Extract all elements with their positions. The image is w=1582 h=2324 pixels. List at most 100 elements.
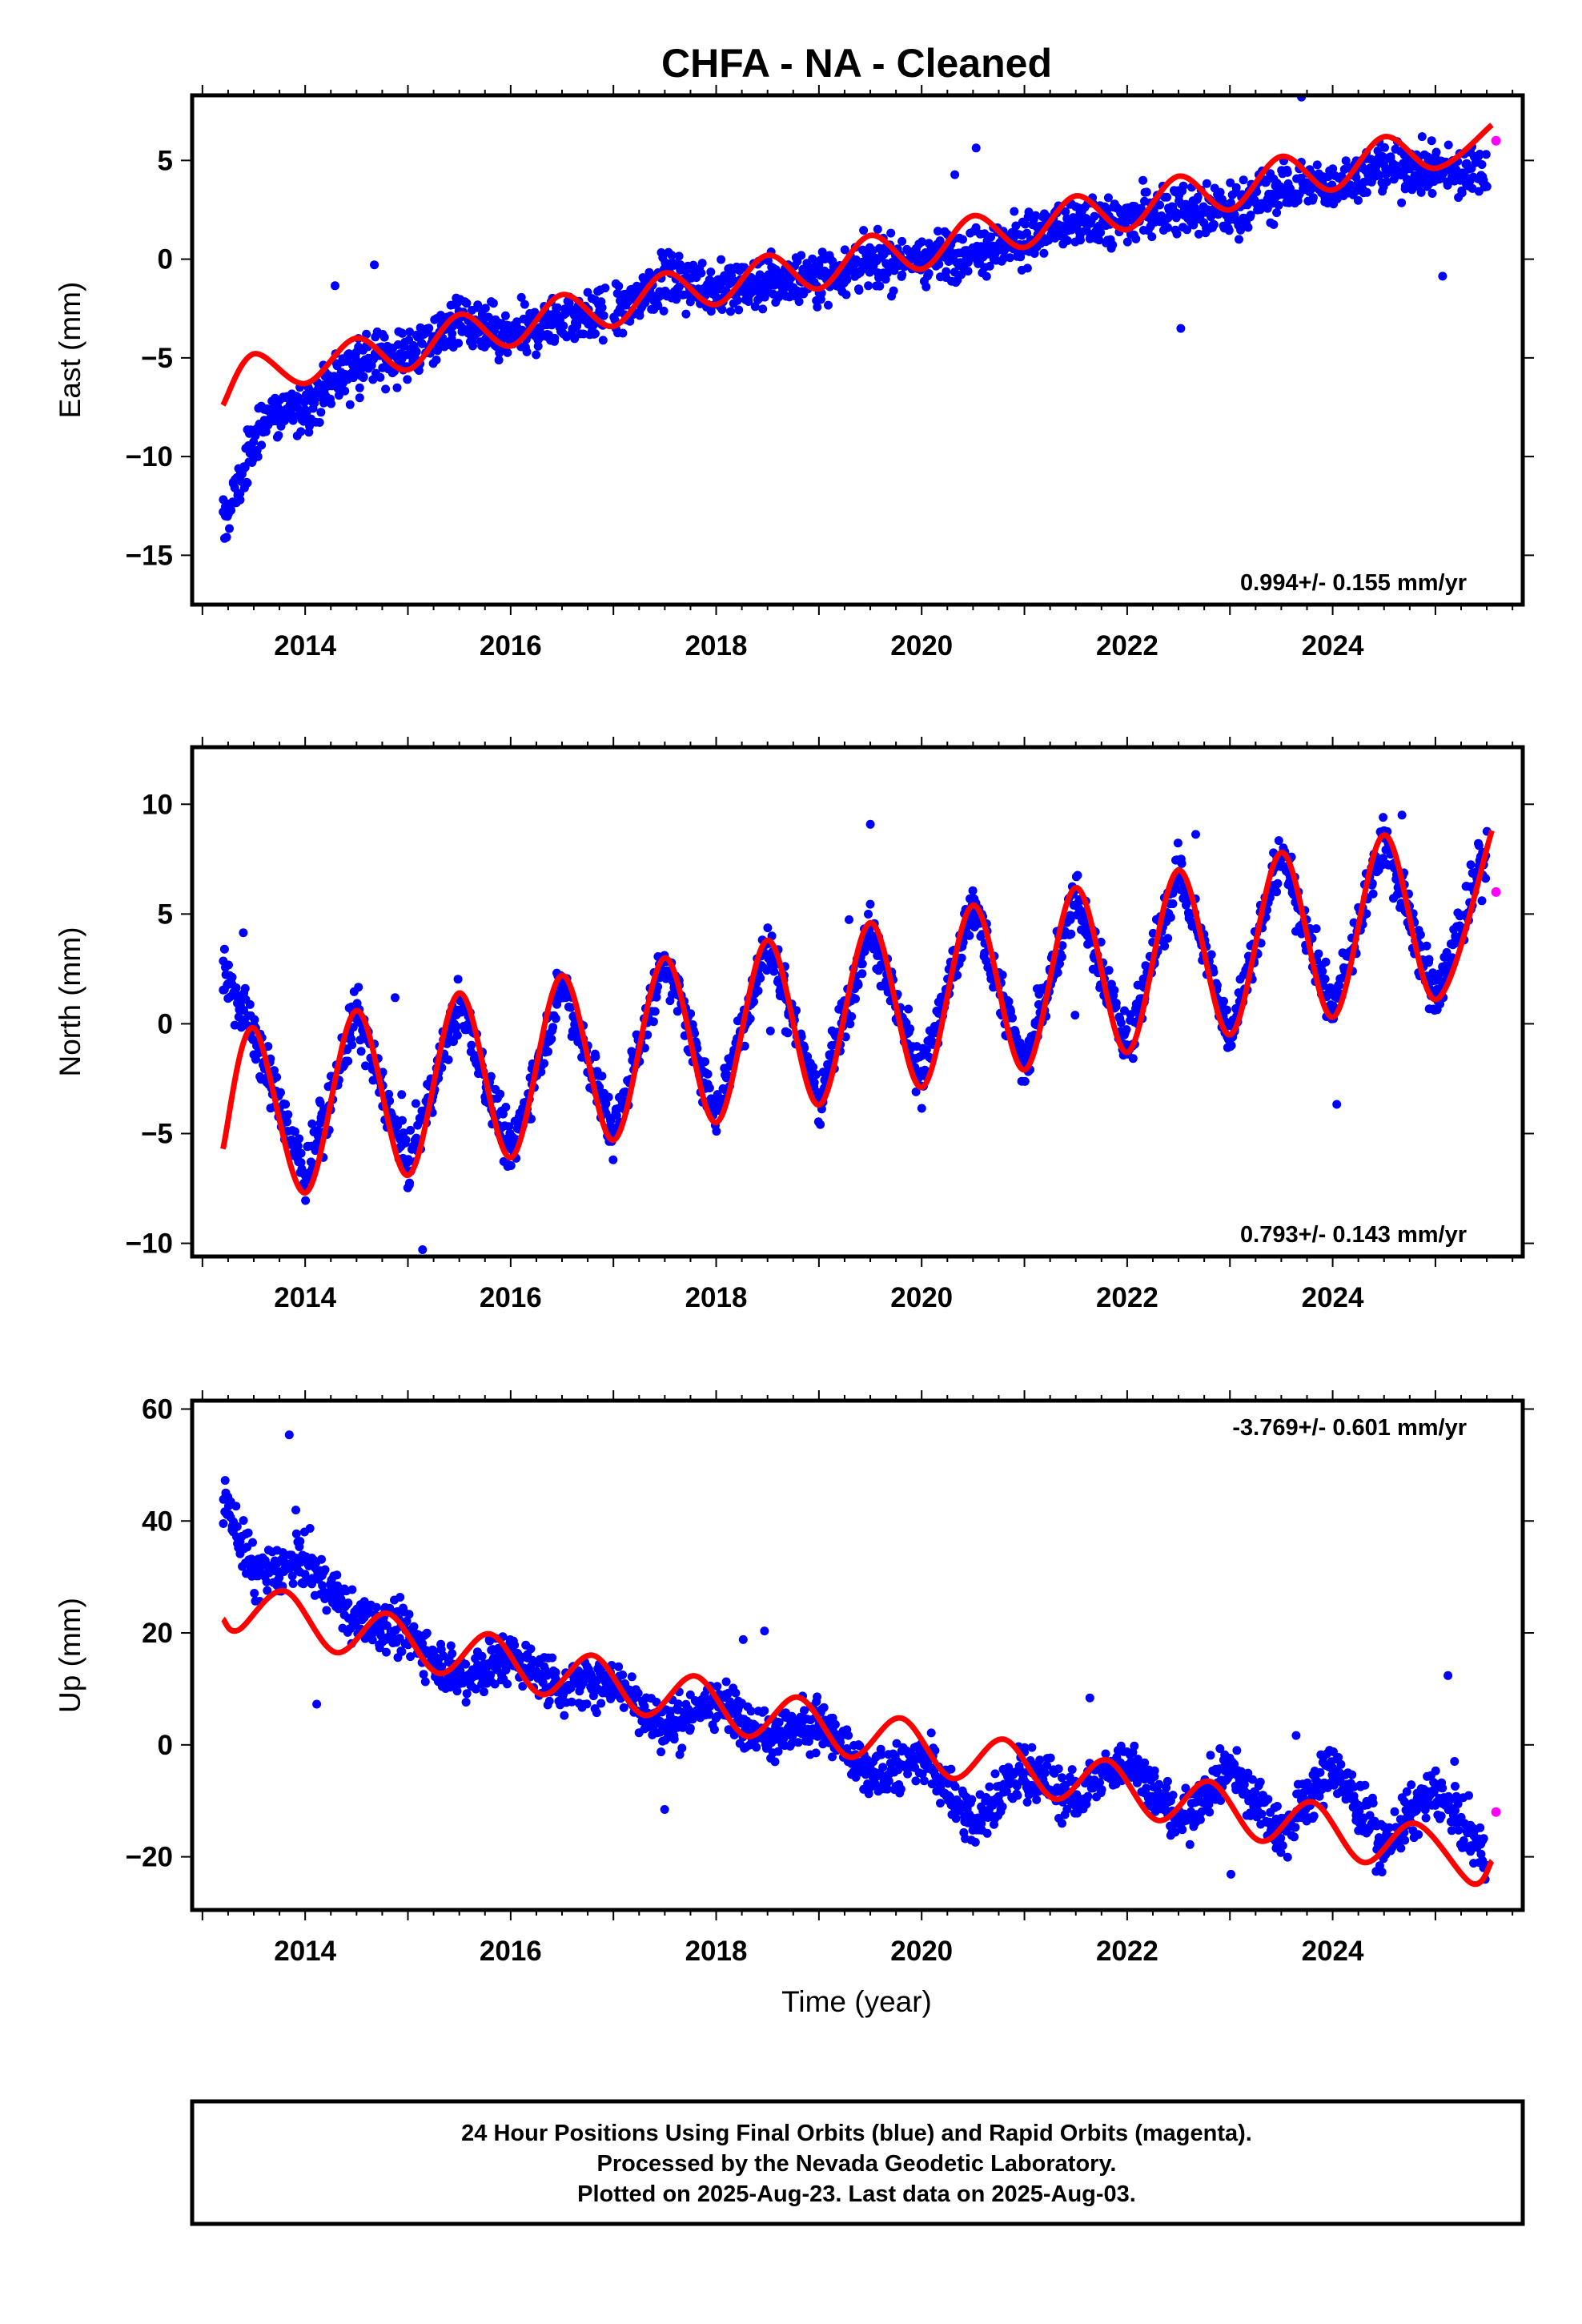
final-orbit-point <box>1312 160 1322 170</box>
final-orbit-point <box>840 245 849 255</box>
final-orbit-point <box>1341 156 1351 166</box>
final-orbit-point <box>924 269 934 278</box>
final-orbit-point <box>414 366 424 376</box>
final-orbit-point <box>1122 1025 1131 1035</box>
final-orbit-point <box>1474 841 1484 850</box>
final-orbit-point <box>690 1028 700 1038</box>
final-orbit-point <box>409 1622 419 1631</box>
final-orbit-point <box>239 928 248 938</box>
final-orbit-point <box>1138 175 1148 185</box>
final-orbit-point <box>917 237 926 247</box>
final-orbit-point <box>985 261 994 271</box>
final-orbit-point <box>397 1647 407 1656</box>
final-orbit-point <box>291 1529 301 1538</box>
final-orbit-point <box>392 383 402 392</box>
model-fit-curve <box>220 830 1495 1196</box>
final-orbit-point <box>731 1688 741 1698</box>
final-orbit-point <box>559 321 568 331</box>
final-orbit-point <box>307 1119 317 1128</box>
final-orbit-point <box>370 260 379 270</box>
final-orbit-point <box>343 1598 353 1608</box>
final-orbit-point <box>770 1757 780 1767</box>
final-orbit-point <box>1475 150 1484 159</box>
final-orbit-point <box>504 1122 514 1132</box>
final-orbit-point <box>359 1597 369 1606</box>
final-orbit-point <box>1116 1018 1126 1027</box>
final-orbit-point <box>1320 975 1330 983</box>
final-orbit-point <box>760 1706 769 1715</box>
final-orbit-point <box>868 246 877 255</box>
final-orbit-point <box>1226 178 1235 187</box>
final-orbit-point <box>1138 974 1148 983</box>
final-orbit-point <box>598 336 608 345</box>
final-orbit-point <box>345 400 355 409</box>
final-orbit-point <box>1212 981 1222 990</box>
final-orbit-point <box>769 967 779 976</box>
final-orbit-point <box>703 1069 713 1079</box>
final-orbit-point <box>1111 999 1121 1008</box>
final-orbit-point <box>813 302 822 312</box>
final-orbit-point <box>738 1634 748 1644</box>
final-orbit-point <box>1166 913 1175 922</box>
final-orbit-point <box>1070 1011 1080 1020</box>
final-orbit-point <box>270 1066 279 1076</box>
final-orbit-point <box>717 305 727 314</box>
final-orbit-point <box>1427 189 1437 198</box>
x-tick-label: 2022 <box>1096 1282 1158 1313</box>
final-orbit-point <box>453 975 463 984</box>
x-tick-label: 2018 <box>685 630 748 661</box>
final-orbit-point <box>1481 150 1491 159</box>
model-fit-curve <box>220 123 1494 407</box>
final-orbit-point <box>552 303 562 312</box>
final-orbits-points <box>219 95 1492 543</box>
final-orbit-point <box>1397 198 1407 207</box>
final-orbit-point <box>722 1070 732 1080</box>
final-orbit-point <box>288 1579 298 1588</box>
final-orbits-points <box>219 810 1492 1254</box>
final-orbit-point <box>999 254 1008 263</box>
final-orbit-point <box>248 1538 257 1547</box>
final-orbits-points <box>219 1430 1492 1884</box>
final-orbit-point <box>452 1031 462 1040</box>
final-orbit-point <box>1004 997 1014 1007</box>
y-axis-label: North (mm) <box>54 927 86 1076</box>
final-orbit-point <box>1272 208 1282 218</box>
final-orbit-point <box>417 339 427 348</box>
final-orbit-point <box>1176 324 1186 333</box>
final-orbit-point <box>1058 941 1067 951</box>
final-orbit-point <box>1283 167 1292 177</box>
final-orbit-point <box>1193 192 1203 202</box>
final-orbit-point <box>503 348 512 357</box>
final-orbit-point <box>1378 151 1387 161</box>
final-orbit-point <box>253 452 263 461</box>
final-orbit-point <box>644 267 654 277</box>
final-orbit-point <box>750 302 760 312</box>
final-orbit-point <box>819 1703 829 1712</box>
final-orbit-point <box>1375 171 1384 180</box>
final-orbit-point <box>705 1084 714 1093</box>
final-orbit-point <box>1011 221 1021 231</box>
final-orbit-point <box>1163 223 1173 232</box>
final-orbit-point <box>745 1014 755 1023</box>
final-orbit-point <box>468 341 477 351</box>
final-orbit-point <box>760 1626 769 1636</box>
final-orbit-point <box>1142 187 1151 197</box>
final-orbit-point <box>1110 986 1119 995</box>
final-orbit-point <box>1415 930 1425 939</box>
final-orbit-point <box>845 915 853 924</box>
chart-title: CHFA - NA - Cleaned <box>661 41 1052 86</box>
final-orbit-point <box>599 311 608 320</box>
final-orbit-point <box>488 299 498 308</box>
final-orbit-point <box>800 1043 809 1052</box>
final-orbit-point <box>1272 887 1281 897</box>
final-orbit-point <box>606 1116 616 1126</box>
final-orbit-point <box>1466 860 1476 870</box>
final-orbit-point <box>454 339 464 348</box>
final-orbit-point <box>1061 207 1070 216</box>
final-orbit-point <box>461 1659 471 1669</box>
final-orbit-point <box>845 1019 855 1029</box>
final-orbit-point <box>1090 211 1099 221</box>
final-orbit-point <box>500 311 510 320</box>
final-orbit-point <box>1066 929 1076 939</box>
final-orbit-point <box>958 235 967 244</box>
